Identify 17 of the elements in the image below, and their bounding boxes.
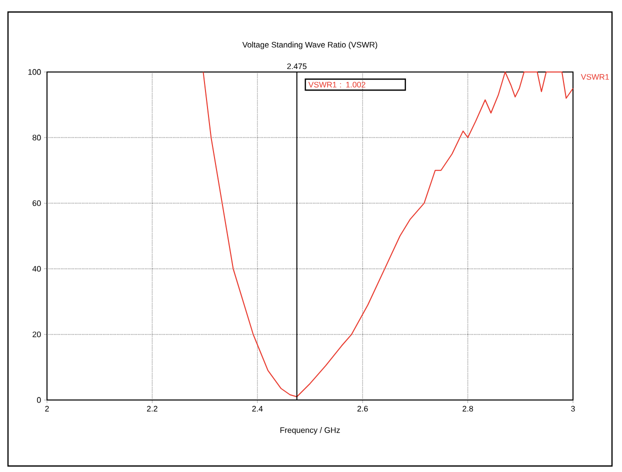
y-tick-label: 0 xyxy=(37,397,41,403)
x-tick-label: 2.8 xyxy=(462,406,474,412)
x-axis-title: Frequency / GHz xyxy=(280,427,340,435)
ref-line-label: 2.475 xyxy=(287,63,307,70)
y-tick-label: 80 xyxy=(32,134,41,140)
y-tick-label: 60 xyxy=(32,200,41,206)
x-tick-label: 3 xyxy=(571,406,575,412)
x-tick-label: 2.4 xyxy=(252,406,263,412)
annotation: VSWR1 : 1.002 xyxy=(308,82,366,88)
y-tick-label: 40 xyxy=(32,266,41,272)
y-tick-label: 20 xyxy=(32,332,41,338)
x-tick-label: 2.6 xyxy=(357,406,368,412)
x-tick-label: 2.2 xyxy=(147,406,158,412)
y-tick-label: 100 xyxy=(28,69,41,75)
chart-title: Voltage Standing Wave Ratio (VSWR) xyxy=(242,42,378,50)
x-tick-label: 2 xyxy=(45,406,49,412)
series-label: VSWR1 xyxy=(580,74,609,80)
